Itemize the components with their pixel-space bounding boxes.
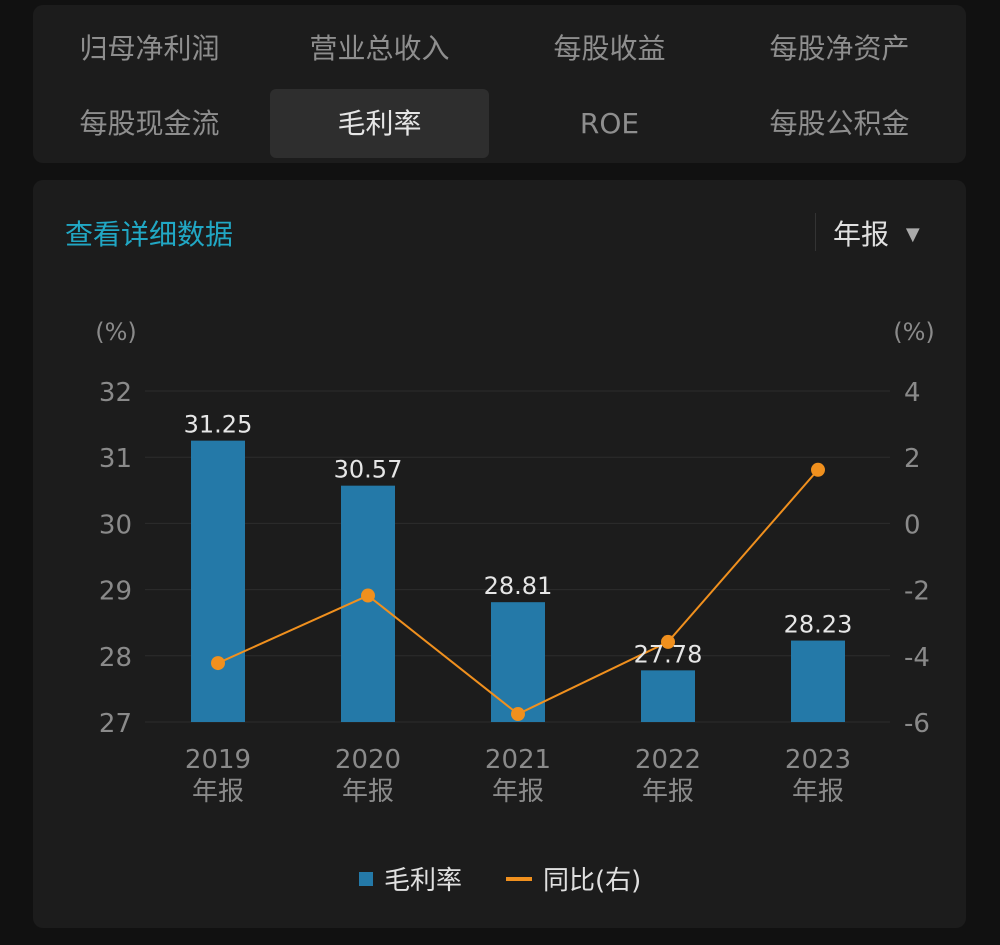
bar [491,602,545,722]
tab-3[interactable]: 每股净资产 [769,32,910,65]
bar-value-label: 31.25 [184,411,253,439]
yoy-point [361,588,375,603]
legend-line-label: 同比(右) [543,866,641,896]
yoy-point [661,634,675,649]
yoy-point [511,707,525,722]
x-tick-year: 2020 [335,745,401,775]
left-tick-label: 29 [99,577,132,607]
bar [641,670,695,722]
tab-1[interactable]: 营业总收入 [309,32,450,65]
right-tick-label: 2 [904,444,921,474]
legend-bar-label: 毛利率 [384,866,462,896]
x-tick-period: 年报 [492,777,544,807]
bar [191,440,245,722]
left-tick-label: 30 [99,510,132,540]
period-select[interactable]: 年报 ▼ [833,213,920,253]
view-detail-link[interactable]: 查看详细数据 [65,218,234,251]
chart-card: 查看详细数据 年报 ▼ [33,180,966,928]
x-tick-year: 2019 [185,745,251,775]
bar-value-label: 27.78 [634,640,703,668]
right-axis-unit: (%) [893,318,935,346]
left-axis-unit: (%) [95,318,137,346]
metric-tabs: 归母净利润 营业总收入 每股收益 每股净资产每股现金流 毛利率 ROE 每股公积金 [33,5,966,163]
x-tick-period: 年报 [792,777,844,807]
bar-value-label: 30.57 [334,456,403,484]
right-tick-label: 0 [904,510,921,540]
right-tick-label: -2 [904,577,930,607]
bar-value-label: 28.81 [484,572,553,600]
yoy-point [811,462,825,477]
left-tick-label: 27 [99,709,132,739]
legend-bar-swatch [359,872,373,886]
x-tick-year: 2021 [485,745,551,775]
left-tick-label: 28 [99,643,132,673]
tab-4[interactable]: 每股现金流 [79,107,220,140]
divider [815,213,816,251]
period-value: 年报 [833,218,890,251]
right-tick-label: -6 [904,709,930,739]
tab-0[interactable]: 归母净利润 [79,32,220,65]
bar-value-label: 28.23 [784,611,853,639]
tab-2[interactable]: 每股收益 [553,32,666,65]
tab-7[interactable]: 每股公积金 [769,107,910,140]
left-tick-label: 31 [99,444,132,474]
x-tick-period: 年报 [342,777,394,807]
x-tick-period: 年报 [642,777,694,807]
x-tick-period: 年报 [192,777,244,807]
right-tick-label: 4 [904,378,921,408]
tab-6[interactable]: ROE [579,107,640,140]
x-tick-year: 2023 [785,745,851,775]
yoy-point [211,656,225,671]
caret-down-icon: ▼ [905,224,920,245]
bar [791,640,845,722]
right-tick-label: -4 [904,643,930,673]
tab-5[interactable]: 毛利率 [270,89,489,158]
left-tick-label: 32 [99,378,132,408]
x-tick-year: 2022 [635,745,701,775]
